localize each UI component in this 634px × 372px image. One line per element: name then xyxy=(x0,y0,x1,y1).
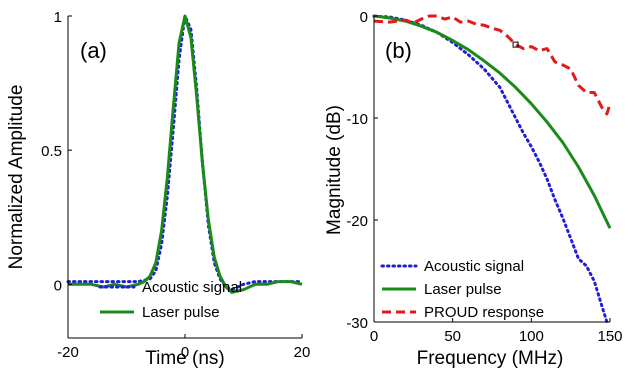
panel-b-xlabel: Frequency (MHz) xyxy=(417,348,564,369)
legend-b-acoustic-label: Acoustic signal xyxy=(424,258,524,275)
panel-b-ytick-label: -10 xyxy=(346,111,368,128)
panel-a-xtick-label: 0 xyxy=(181,344,189,361)
panel-a-legend: Acoustic signal Laser pulse xyxy=(98,279,242,321)
panel-a-ytick-label: 1 xyxy=(54,9,62,26)
panel-b-series-laser-pulse xyxy=(373,14,612,229)
panel-b-ytick-label: -30 xyxy=(346,315,368,332)
panel-b-legend: Acoustic signal Laser pulse PROUD respon… xyxy=(380,258,544,321)
annotation-marker xyxy=(512,41,519,48)
panel-a-label: (a) xyxy=(80,38,107,63)
panel-a-ticks: -20 0 20 0 0.5 1 xyxy=(41,9,310,361)
panel-b-series-proud-response xyxy=(373,14,612,116)
panel-b-ticks: 0 50 100 150 0 -10 -20 -30 xyxy=(346,9,622,345)
legend-b-proud-label: PROUD response xyxy=(424,304,544,321)
panel-a-ylabel: Normalized Amplitude xyxy=(6,85,27,270)
panel-b-ylabel: Magnitude (dB) xyxy=(324,105,345,235)
panel-a: -20 0 20 0 0.5 1 (a) Time (ns) Normalized Amp… xyxy=(6,9,310,369)
panel-a-ytick-label: 0.5 xyxy=(41,143,62,160)
legend-a-laser-label: Laser pulse xyxy=(142,304,220,321)
panel-a-xtick-label: -20 xyxy=(57,344,79,361)
panel-b-xtick-label: 100 xyxy=(519,328,544,345)
panel-a-xlabel: Time (ns) xyxy=(145,348,225,369)
panel-b-xtick-label: 150 xyxy=(597,328,622,345)
panel-b-ytick-label: 0 xyxy=(360,9,368,26)
panel-b-lines xyxy=(372,14,612,324)
panel-a-ytick-label: 0 xyxy=(54,277,62,294)
panel-a-xtick-label: 20 xyxy=(294,344,311,361)
legend-b-laser-label: Laser pulse xyxy=(424,281,502,298)
panel-b-xtick-label: 0 xyxy=(370,328,378,345)
panel-b-ytick-label: -20 xyxy=(346,213,368,230)
legend-a-acoustic-label: Acoustic signal xyxy=(142,279,242,296)
panel-b-xtick-label: 50 xyxy=(444,328,461,345)
panel-b-label: (b) xyxy=(385,38,412,63)
